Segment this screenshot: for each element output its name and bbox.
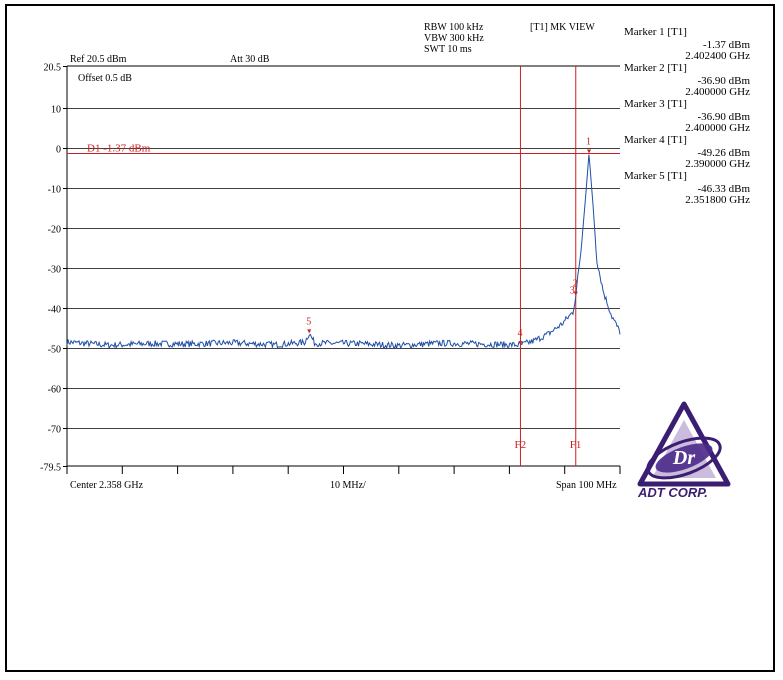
y-tick-label: -70 <box>48 425 61 436</box>
frequency-line-label: F1 <box>570 439 582 451</box>
marker-1-freq: 2.402400 GHz <box>685 50 750 62</box>
report-frame <box>5 4 775 672</box>
y-tick-label: -20 <box>48 225 61 236</box>
vbw-label: VBW 300 kHz <box>424 33 484 44</box>
y-tick-label: -79.5 <box>40 463 61 474</box>
y-tick-label: -40 <box>48 305 61 316</box>
display-line-label: D1 -1.37 dBm <box>87 142 151 154</box>
logo-mark: Dr <box>672 447 695 469</box>
y-tick-label: 20.5 <box>44 63 62 74</box>
marker-3-freq: 2.400000 GHz <box>685 122 750 134</box>
marker-4-title: Marker 4 [T1] <box>624 134 687 146</box>
marker-5-freq: 2.351800 GHz <box>685 194 750 206</box>
marker-5-symbol <box>307 329 312 334</box>
marker-1-title: Marker 1 [T1] <box>624 26 687 38</box>
marker-1-symbol <box>587 149 592 154</box>
marker-4-label: 4 <box>517 328 522 339</box>
marker-2-level: -36.90 dBm <box>697 75 750 87</box>
span-label: Span 100 MHz <box>556 480 617 491</box>
y-tick-label: 10 <box>51 105 61 116</box>
marker-3-symbol <box>573 291 578 296</box>
marker-1-label: 1 <box>586 136 591 147</box>
swt-label: SWT 10 ms <box>424 44 472 55</box>
ref-level-label: Ref 20.5 dBm <box>70 54 127 65</box>
marker-5-label: 5 <box>306 316 311 327</box>
marker-3-level: -36.90 dBm <box>697 111 750 123</box>
center-frequency-label: Center 2.358 GHz <box>70 480 144 491</box>
mode-label: [T1] MK VIEW <box>530 22 595 33</box>
y-tick-label: 0 <box>56 145 61 156</box>
attenuation-label: Att 30 dB <box>230 54 270 65</box>
marker-4-freq: 2.390000 GHz <box>685 158 750 170</box>
y-tick-label: -60 <box>48 385 61 396</box>
marker-2-label: 2 <box>573 279 578 290</box>
rbw-label: RBW 100 kHz <box>424 22 484 33</box>
logo-company-name: ADT CORP. <box>637 485 708 500</box>
frequency-line-label: F2 <box>514 439 526 451</box>
marker-4-level: -49.26 dBm <box>697 147 750 159</box>
division-label: 10 MHz/ <box>330 480 366 491</box>
adt-corp-logo: Dr ADT CORP. <box>637 401 731 500</box>
marker-3-title: Marker 3 [T1] <box>624 98 687 110</box>
marker-3-label: 3 <box>570 286 575 297</box>
marker-1-level: -1.37 dBm <box>702 39 750 51</box>
marker-5-level: -46.33 dBm <box>697 183 750 195</box>
y-tick-label: -30 <box>48 265 61 276</box>
y-tick-label: -10 <box>48 185 61 196</box>
y-tick-label: -50 <box>48 345 61 356</box>
marker-2-title: Marker 2 [T1] <box>624 62 687 74</box>
marker-4-symbol <box>518 341 523 346</box>
offset-label: Offset 0.5 dB <box>78 73 132 84</box>
marker-2-freq: 2.400000 GHz <box>685 86 750 98</box>
spectrum-trace <box>66 154 621 350</box>
marker-5-title: Marker 5 [T1] <box>624 170 687 182</box>
